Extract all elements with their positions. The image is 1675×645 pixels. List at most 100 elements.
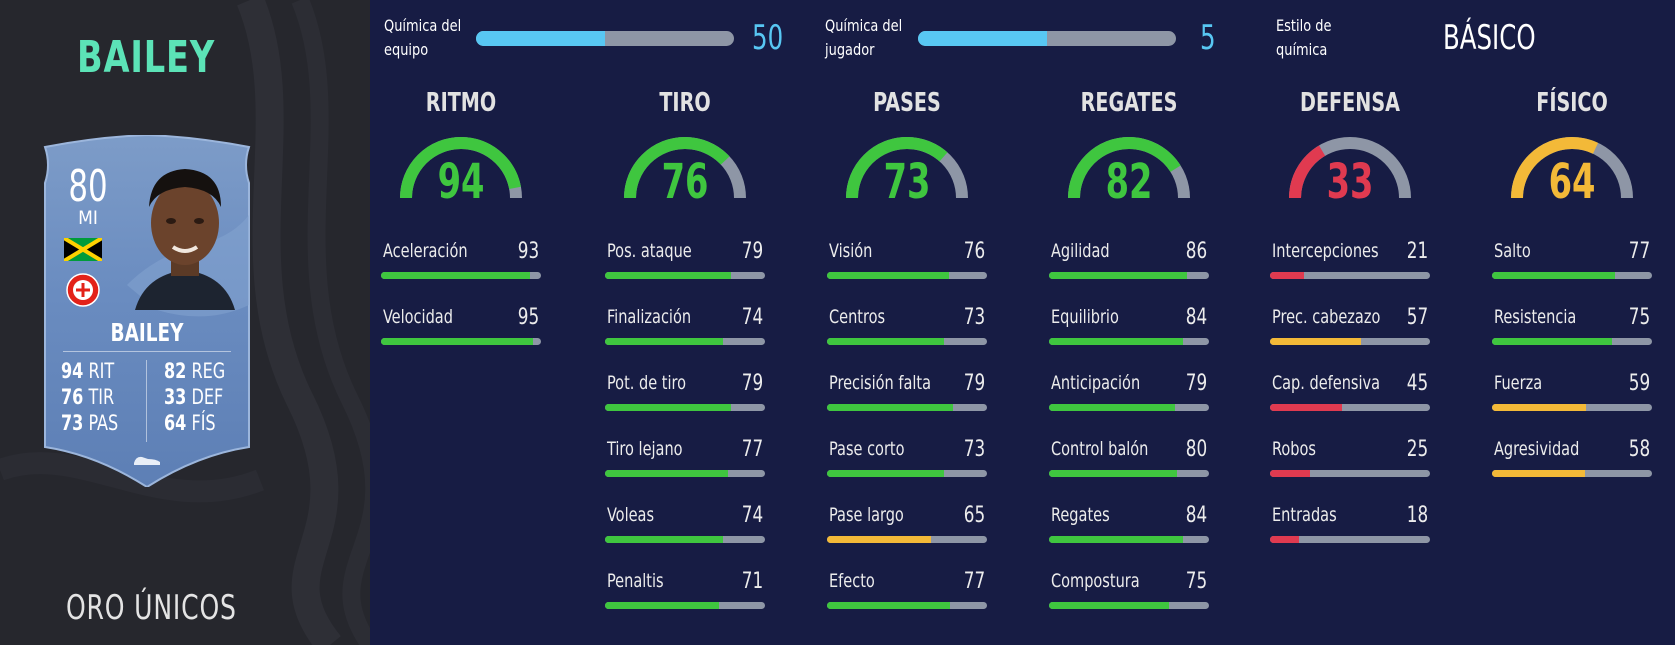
- attribute-bar: [605, 602, 765, 609]
- attribute-name: Intercepciones: [1272, 240, 1379, 262]
- attribute-value: 80: [1185, 437, 1207, 462]
- category-value: 33: [1326, 154, 1374, 210]
- attribute-value: 77: [963, 569, 985, 594]
- player-chemistry-bar: [918, 31, 1176, 46]
- category-title: PASES: [873, 88, 941, 118]
- attribute-name: Compostura: [1051, 570, 1140, 592]
- card-stat-fis: 64 FÍS: [164, 411, 216, 435]
- attribute-name: Agresividad: [1494, 438, 1580, 460]
- attribute-bar-fill: [381, 272, 530, 279]
- category-title: REGATES: [1080, 88, 1178, 118]
- attribute-bar: [1049, 272, 1209, 279]
- attribute-value: 79: [741, 371, 763, 396]
- attribute-bar-fill: [1049, 470, 1177, 477]
- attribute-value: 84: [1185, 305, 1207, 330]
- attribute-bar-fill: [1270, 470, 1310, 477]
- attribute-value: 25: [1406, 437, 1428, 462]
- attribute-bar-fill: [1270, 338, 1362, 345]
- attribute-value: 79: [741, 239, 763, 264]
- attribute-bar-fill: [605, 536, 724, 543]
- attribute-row: Pase corto 73: [827, 437, 987, 486]
- card-version: ORO ÚNICOS: [66, 588, 237, 628]
- attribute-name: Aceleración: [383, 240, 468, 262]
- attribute-name: Centros: [829, 306, 886, 328]
- attribute-name: Pase corto: [829, 438, 905, 460]
- attribute-bar: [1270, 470, 1430, 477]
- attribute-row: Prec. cabezazo 57: [1270, 305, 1430, 354]
- attribute-name: Robos: [1272, 438, 1316, 460]
- attribute-bar-fill: [605, 602, 719, 609]
- category-gauge: [400, 137, 522, 199]
- attribute-bar-fill: [1492, 272, 1616, 279]
- attribute-value: 76: [963, 239, 985, 264]
- team-chemistry-value: 50: [752, 18, 784, 58]
- attribute-bar-fill: [1049, 338, 1184, 345]
- background-pattern: [0, 0, 370, 645]
- attribute-row: Control balón 80: [1049, 437, 1209, 486]
- attribute-bar: [1049, 536, 1209, 543]
- attribute-bar: [1492, 470, 1652, 477]
- player-chemistry-value: 5: [1200, 18, 1216, 58]
- category-gauge: [1068, 137, 1190, 199]
- attribute-name: Regates: [1051, 504, 1110, 526]
- team-chemistry-bar: [476, 31, 734, 46]
- category-title: DEFENSA: [1300, 88, 1400, 118]
- attribute-value: 95: [517, 305, 539, 330]
- attribute-bar: [1492, 404, 1652, 411]
- player-photo: [135, 169, 235, 310]
- attribute-row: Pase largo 65: [827, 503, 987, 552]
- attribute-bar-fill: [827, 404, 954, 411]
- attribute-name: Precisión falta: [829, 372, 932, 394]
- attribute-value: 75: [1628, 305, 1650, 330]
- category-gauge: [1511, 137, 1633, 199]
- attribute-value: 93: [517, 239, 539, 264]
- attribute-row: Intercepciones 21: [1270, 239, 1430, 288]
- attribute-row: Pos. ataque 79: [605, 239, 765, 288]
- attribute-name: Pase largo: [829, 504, 904, 526]
- attribute-row: Voleas 74: [605, 503, 765, 552]
- attribute-bar: [827, 272, 987, 279]
- gauge-fill: [624, 137, 746, 199]
- attribute-bar: [1492, 338, 1652, 345]
- attribute-bar-fill: [827, 602, 951, 609]
- attribute-bar-fill: [605, 272, 732, 279]
- attribute-row: Aceleración 93: [381, 239, 541, 288]
- jamaica-flag-icon: [64, 238, 102, 261]
- attribute-bar: [1270, 338, 1430, 345]
- attribute-bar: [827, 470, 987, 477]
- attribute-bar-fill: [827, 536, 931, 543]
- attribute-bar: [1049, 338, 1209, 345]
- attribute-bar: [605, 470, 765, 477]
- attribute-name: Tiro lejano: [607, 438, 683, 460]
- attribute-bar-fill: [1270, 272, 1304, 279]
- attribute-value: 45: [1406, 371, 1428, 396]
- attribute-row: Agilidad 86: [1049, 239, 1209, 288]
- attribute-value: 77: [1628, 239, 1650, 264]
- card-player-name: BAILEY: [110, 318, 184, 347]
- card-divider-vertical: [146, 360, 147, 442]
- attribute-bar: [605, 404, 765, 411]
- card-stat-reg: 82 REG: [164, 359, 226, 383]
- player-card[interactable]: 80 MI BAILEY 94 RIT 76 TIR: [37, 135, 257, 487]
- attribute-bar-fill: [1492, 338, 1612, 345]
- attribute-name: Finalización: [607, 306, 692, 328]
- attribute-bar: [1270, 272, 1430, 279]
- attribute-bar: [1049, 602, 1209, 609]
- category-title: RITMO: [425, 88, 497, 118]
- attribute-bar: [1270, 536, 1430, 543]
- card-stat-rit: 94 RIT: [61, 359, 115, 383]
- chemistry-style-value[interactable]: BÁSICO: [1443, 18, 1536, 58]
- attribute-row: Compostura 75: [1049, 569, 1209, 618]
- attribute-bar: [827, 536, 987, 543]
- attribute-bar-fill: [1049, 272, 1187, 279]
- attribute-row: Fuerza 59: [1492, 371, 1652, 420]
- category-title: TIRO: [659, 88, 711, 118]
- attribute-row: Salto 77: [1492, 239, 1652, 288]
- card-stat-tir: 76 TIR: [61, 385, 115, 409]
- attribute-name: Pot. de tiro: [607, 372, 687, 394]
- attribute-name: Agilidad: [1051, 240, 1110, 262]
- gauge-fill: [1289, 137, 1411, 199]
- attribute-name: Visión: [829, 240, 873, 262]
- card-position: MI: [78, 207, 98, 229]
- attribute-row: Finalización 74: [605, 305, 765, 354]
